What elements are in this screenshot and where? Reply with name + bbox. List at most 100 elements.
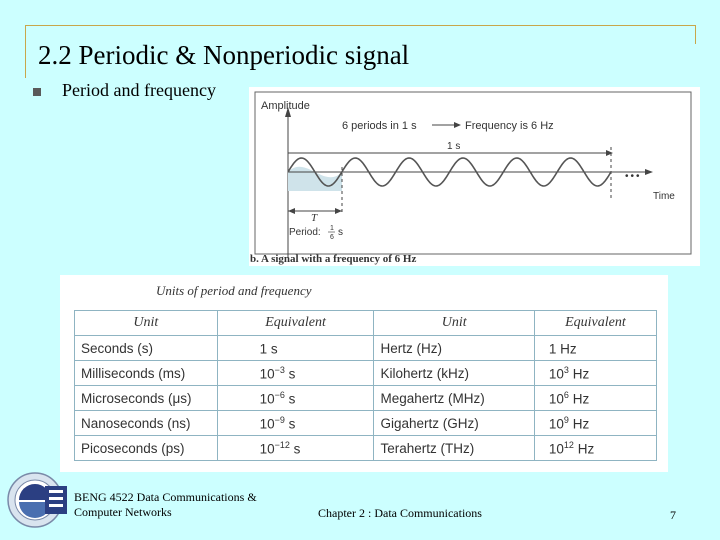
period-arrow-left xyxy=(288,208,295,214)
period-unit: s xyxy=(338,227,343,238)
logo-emblem-top xyxy=(19,484,51,500)
bullet-text: Period and frequency xyxy=(62,80,216,100)
frequency-equivalent-cell-exponent: 6 xyxy=(563,389,569,400)
figure-border xyxy=(254,91,692,255)
period-denominator: 6 xyxy=(330,234,334,241)
signal-diagram: Amplitude 6 periods in 1 s Frequency is … xyxy=(249,87,700,266)
frequency-equivalent-cell-suffix: Hz xyxy=(568,366,590,382)
period-equivalent-cell: 10−3 s xyxy=(216,360,375,386)
frequency-unit-cell-base: Gigahertz (GHz) xyxy=(380,415,479,431)
signal-figure: Amplitude 6 periods in 1 s Frequency is … xyxy=(249,87,700,266)
period-equivalent-cell-base: 10 xyxy=(259,391,275,407)
header-equivalent: Equivalent xyxy=(216,310,375,336)
units-row: Picoseconds (ps) 10−12 s Terahertz (THz) 10… xyxy=(74,435,658,461)
time-axis-arrow xyxy=(645,169,653,175)
period-unit-cell-base: Seconds (s) xyxy=(81,340,154,356)
figure-caption: b. A signal with a frequency of 6 Hz xyxy=(250,253,416,265)
amplitude-label: Amplitude xyxy=(261,100,310,112)
frequency-equivalent-cell-base: 1 Hz xyxy=(548,341,577,357)
period-unit-cell: Microseconds (μs) xyxy=(74,385,218,411)
frequency-equivalent-cell-suffix: Hz xyxy=(568,391,590,407)
amplitude-arrow xyxy=(285,107,291,117)
period-label: Period: xyxy=(289,227,321,238)
sine-wave xyxy=(287,157,612,187)
frequency-equivalent-cell-base: 10 xyxy=(548,391,564,407)
frequency-equivalent-cell: 106 Hz xyxy=(533,385,658,411)
frequency-equivalent-cell: 103 Hz xyxy=(533,360,658,386)
periods-arrowhead xyxy=(454,122,461,128)
frequency-equivalent-cell: 109 Hz xyxy=(533,410,658,436)
frequency-equivalent-cell-base: 10 xyxy=(548,441,564,457)
frequency-equivalent-cell-exponent: 9 xyxy=(563,414,569,425)
units-row: Seconds (s) 1 s Hertz (Hz) 1 Hz xyxy=(74,335,658,361)
header-unit: Unit xyxy=(74,310,218,336)
period-equivalent-cell-base: 10 xyxy=(259,441,275,457)
frequency-unit-cell-base: Kilohertz (kHz) xyxy=(380,365,469,381)
time-label: Time xyxy=(653,191,675,202)
logo-stripe-3 xyxy=(49,504,63,507)
frequency-equivalent-cell: 1012 Hz xyxy=(533,435,658,461)
units-panel: Units of period and frequency Unit Equiv… xyxy=(60,275,668,472)
period-unit-cell-base: Nanoseconds (ns) xyxy=(81,415,191,431)
units-table: Unit Equivalent Unit Equivalent Seconds … xyxy=(74,310,658,461)
header-equivalent: Equivalent xyxy=(533,310,658,336)
frequency-unit-cell: Kilohertz (kHz) xyxy=(373,360,535,386)
page-number: 7 xyxy=(670,508,676,522)
logo-emblem-bottom xyxy=(19,502,51,518)
units-header-row: Unit Equivalent Unit Equivalent xyxy=(74,310,658,336)
units-row: Microseconds (μs) 10−6 s Megahertz (MHz) 10… xyxy=(74,385,658,411)
period-equivalent-cell-base: 10 xyxy=(259,366,275,382)
period-equivalent-cell-suffix: s xyxy=(289,441,301,457)
footer-course-line1: BENG 4522 Data Communications & xyxy=(74,490,257,504)
period-unit-cell: Picoseconds (ps) xyxy=(74,435,218,461)
logo-stripe-2 xyxy=(49,497,63,500)
period-unit-cell-base: Picoseconds (ps) xyxy=(81,440,185,456)
period-equivalent-cell-suffix: s xyxy=(284,366,296,382)
logo-stripe-1 xyxy=(49,490,63,493)
period-equivalent-cell: 10−12 s xyxy=(216,435,375,461)
frequency-equivalent-cell-suffix: Hz xyxy=(573,441,595,457)
frequency-equivalent-cell-base: 10 xyxy=(548,366,564,382)
footer-course: BENG 4522 Data Communications & Computer… xyxy=(74,490,274,520)
period-unit-cell-base: Microseconds (μs) xyxy=(81,390,192,406)
units-row: Nanoseconds (ns) 10−9 s Gigahertz (GHz) 109… xyxy=(74,410,658,436)
footer-course-line2: Computer Networks xyxy=(74,505,172,519)
one-second-arrowhead xyxy=(606,150,613,156)
one-second-label: 1 s xyxy=(447,141,460,152)
frequency-equivalent-cell-base: 10 xyxy=(548,416,564,432)
frequency-equivalent-cell: 1 Hz xyxy=(533,335,658,361)
frequency-unit-cell-base: Megahertz (MHz) xyxy=(380,390,485,406)
period-unit-cell: Seconds (s) xyxy=(74,335,218,361)
period-equivalent-cell-suffix: s xyxy=(284,416,296,432)
frequency-unit-cell: Megahertz (MHz) xyxy=(373,385,535,411)
period-equivalent-cell: 10−6 s xyxy=(216,385,375,411)
period-equivalent-cell-base: 10 xyxy=(259,416,275,432)
frequency-unit-cell: Gigahertz (GHz) xyxy=(373,410,535,436)
frequency-unit-cell-base: Hertz (Hz) xyxy=(380,340,442,356)
title-frame xyxy=(25,25,696,78)
period-unit-cell: Nanoseconds (ns) xyxy=(74,410,218,436)
frequency-text: Frequency is 6 Hz xyxy=(465,120,554,132)
periods-text: 6 periods in 1 s xyxy=(342,120,417,132)
first-period-shading xyxy=(288,166,342,191)
frequency-unit-cell: Hertz (Hz) xyxy=(373,335,535,361)
period-equivalent-cell: 1 s xyxy=(216,335,375,361)
period-equivalent-cell-exponent: −3 xyxy=(274,364,285,375)
period-equivalent-cell-suffix: s xyxy=(284,391,296,407)
period-equivalent-cell-exponent: −12 xyxy=(274,439,290,450)
units-caption: Units of period and frequency xyxy=(156,283,312,298)
units-row: Milliseconds (ms) 10−3 s Kilohertz (kHz) 10… xyxy=(74,360,658,386)
period-equivalent-cell-base: 1 s xyxy=(259,341,278,357)
frequency-unit-cell-base: Terahertz (THz) xyxy=(380,440,475,456)
period-unit-cell-base: Milliseconds (ms) xyxy=(81,365,186,381)
period-equivalent-cell-exponent: −9 xyxy=(274,414,285,425)
university-logo xyxy=(7,472,67,528)
period-unit-cell: Milliseconds (ms) xyxy=(74,360,218,386)
period-equivalent-cell-exponent: −6 xyxy=(274,389,285,400)
continuation-dots: ••• xyxy=(625,171,642,182)
frequency-equivalent-cell-exponent: 3 xyxy=(563,364,569,375)
frequency-unit-cell: Terahertz (THz) xyxy=(373,435,535,461)
frequency-equivalent-cell-suffix: Hz xyxy=(568,416,590,432)
footer-chapter: Chapter 2 : Data Communications xyxy=(318,506,482,520)
bullet-marker xyxy=(33,88,41,96)
